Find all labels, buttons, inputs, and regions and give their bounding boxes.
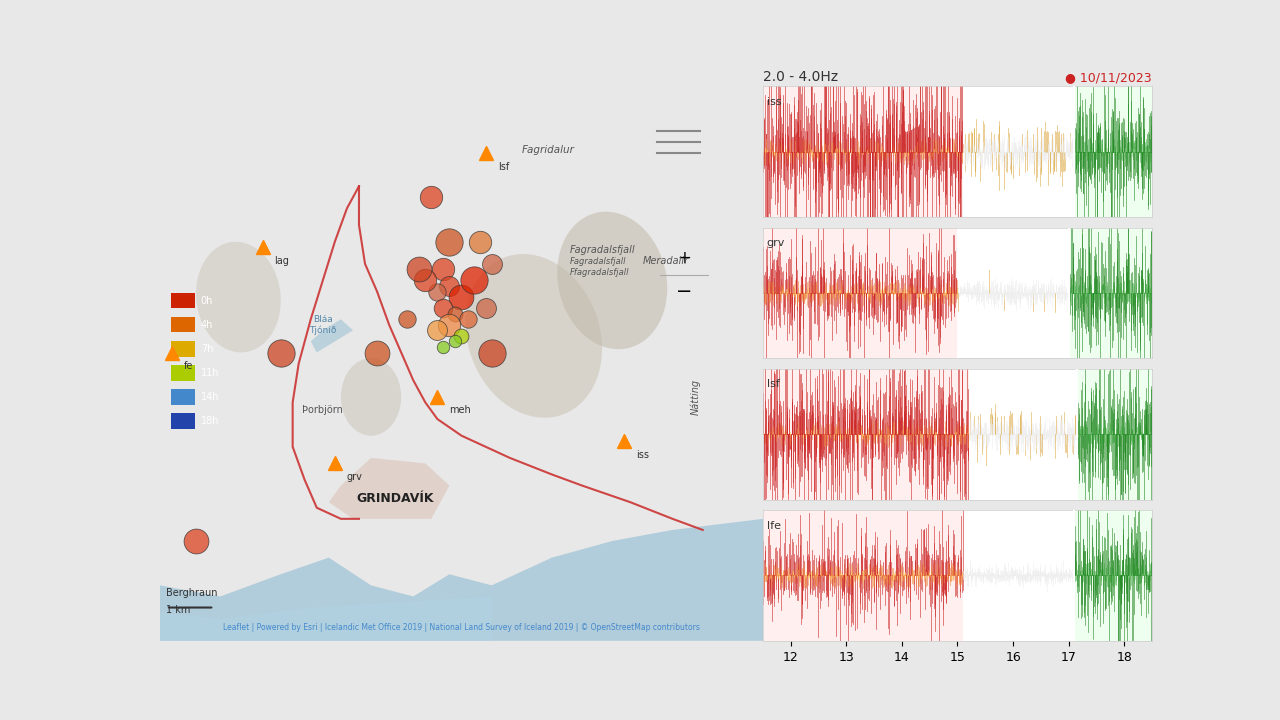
Bar [969, 369, 1076, 500]
Text: Berghraun: Berghraun [166, 588, 218, 598]
Text: ● 10/11/2023: ● 10/11/2023 [1065, 71, 1152, 84]
Text: 1 km: 1 km [166, 605, 191, 615]
Bar [1074, 510, 1152, 641]
Point [463, 274, 484, 286]
Point [367, 347, 388, 359]
Bar [763, 228, 957, 359]
Bar [763, 86, 963, 217]
Point [452, 292, 472, 303]
Polygon shape [329, 458, 449, 519]
Point [481, 347, 502, 359]
Bar [763, 510, 963, 641]
Point [457, 313, 477, 325]
Ellipse shape [557, 212, 667, 349]
Point [428, 325, 448, 336]
Bar [963, 510, 1074, 641]
Bar [957, 228, 1069, 359]
Text: Fagridalur: Fagridalur [522, 145, 575, 155]
Text: lsf: lsf [498, 161, 509, 171]
Bar [1076, 369, 1152, 500]
Text: lsf: lsf [767, 379, 780, 390]
Text: Fagradalsfjall
Ffagradalsfjall: Fagradalsfjall Ffagradalsfjall [570, 258, 630, 277]
Text: GRINDAVÍK: GRINDAVÍK [356, 492, 434, 505]
Text: meh: meh [449, 405, 471, 415]
Text: fe: fe [184, 361, 193, 371]
Text: Nátting: Nátting [691, 379, 701, 415]
Bar [763, 369, 969, 500]
Point [428, 286, 448, 297]
Bar [963, 86, 1074, 217]
Point [481, 258, 502, 269]
Text: Fagradalsfjall: Fagradalsfjall [570, 245, 636, 255]
Text: iss: iss [767, 97, 782, 107]
Point [439, 236, 460, 248]
Point [439, 280, 460, 292]
Text: lag: lag [275, 256, 289, 266]
Point [433, 341, 453, 353]
Point [439, 319, 460, 330]
Ellipse shape [340, 358, 401, 436]
Polygon shape [160, 519, 763, 641]
Ellipse shape [196, 242, 280, 352]
Point [397, 313, 417, 325]
Point [415, 274, 435, 286]
Point [186, 535, 206, 546]
Polygon shape [160, 596, 492, 641]
Bar [1069, 228, 1152, 359]
Point [421, 192, 442, 203]
Text: 2.0 - 4.0Hz: 2.0 - 4.0Hz [763, 70, 838, 84]
Polygon shape [311, 319, 353, 353]
Point [433, 302, 453, 314]
Text: lfe: lfe [767, 521, 781, 531]
Point [452, 330, 472, 341]
Bar [1074, 86, 1152, 217]
Text: iss: iss [636, 450, 649, 460]
Text: Meradalir: Meradalir [643, 256, 689, 266]
Point [445, 336, 466, 347]
Text: grv: grv [767, 238, 785, 248]
Point [433, 264, 453, 275]
Text: Þorbjörn: Þorbjörn [302, 405, 343, 415]
Point [270, 347, 291, 359]
Ellipse shape [466, 254, 602, 418]
Text: Bláa
Tjónið: Bláa Tjónið [308, 315, 337, 335]
Point [410, 264, 430, 275]
Point [475, 302, 495, 314]
Text: Leaflet | Powered by Esri | Icelandic Met Office 2019 | National Land Survey of : Leaflet | Powered by Esri | Icelandic Me… [223, 623, 700, 631]
Point [470, 236, 490, 248]
Point [445, 308, 466, 320]
Text: grv: grv [347, 472, 362, 482]
